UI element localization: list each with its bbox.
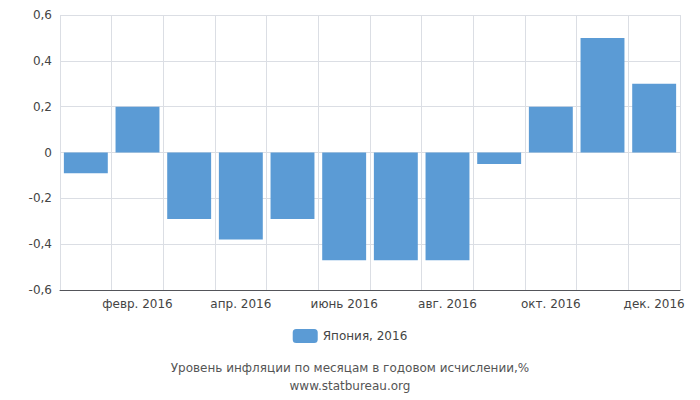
svg-text:окт. 2016: окт. 2016 — [521, 297, 581, 311]
svg-text:авг. 2016: авг. 2016 — [418, 297, 477, 311]
svg-text:апр. 2016: апр. 2016 — [210, 297, 271, 311]
svg-text:июнь 2016: июнь 2016 — [311, 297, 378, 311]
svg-text:Япония, 2016: Япония, 2016 — [323, 329, 408, 343]
svg-text:-0,4: -0,4 — [29, 237, 52, 251]
svg-text:-0,6: -0,6 — [29, 283, 52, 297]
svg-text:Уровень инфляции по месяцам в: Уровень инфляции по месяцам в годовом ис… — [171, 361, 530, 375]
svg-text:0,4: 0,4 — [33, 54, 52, 68]
svg-text:-0,2: -0,2 — [29, 191, 52, 205]
svg-text:0: 0 — [44, 146, 52, 160]
svg-text:февр. 2016: февр. 2016 — [102, 297, 173, 311]
svg-text:0,2: 0,2 — [33, 100, 52, 114]
svg-text:дек. 2016: дек. 2016 — [624, 297, 685, 311]
svg-text:www.statbureau.org: www.statbureau.org — [290, 379, 411, 393]
svg-text:0,6: 0,6 — [33, 8, 52, 22]
